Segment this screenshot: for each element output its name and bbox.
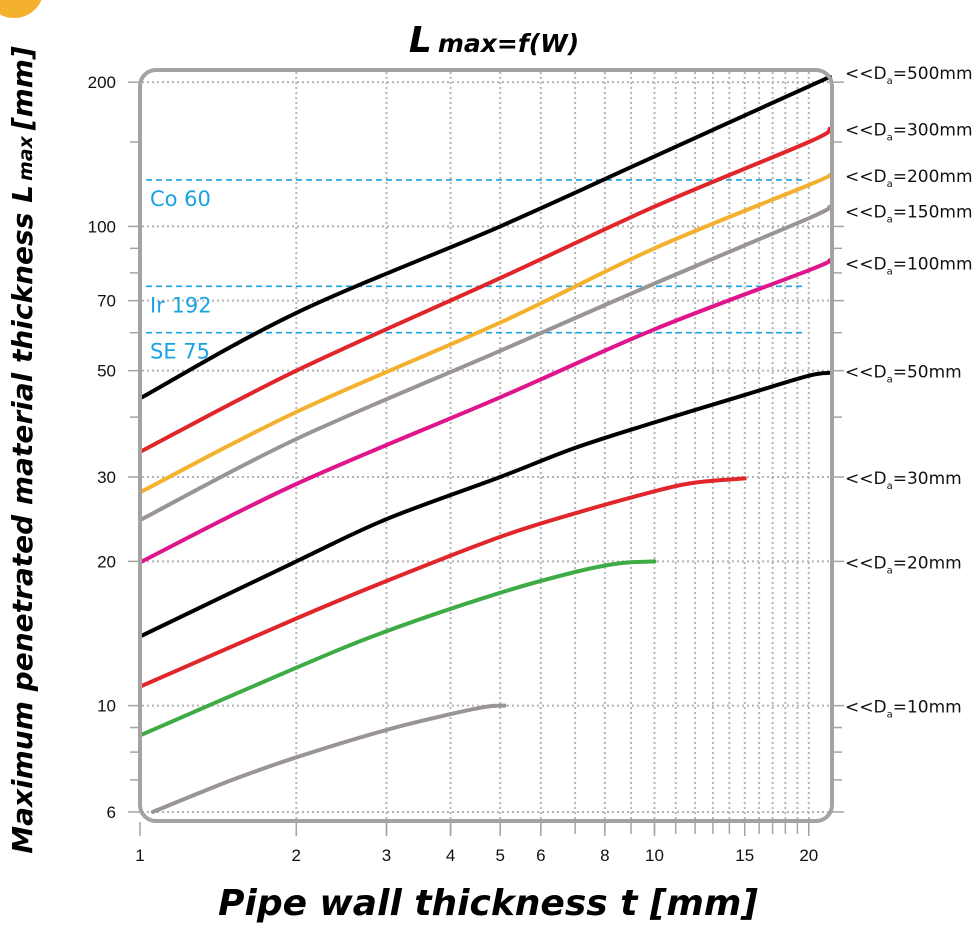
series-line (140, 370, 832, 638)
axis-ticks: 6 10 20 30 50 70 100 200 1 2 3 4 5 6 8 10 15 20 (88, 73, 844, 865)
series-label: <<Da=20mm (845, 553, 962, 576)
series-line (140, 204, 832, 522)
reference-line-label: SE 75 (150, 340, 210, 364)
y-axis-label-sub: max (15, 135, 37, 181)
series-line (140, 476, 747, 688)
series-line (140, 559, 657, 737)
x-axis-label: Pipe wall thickness t [mm] (218, 883, 758, 924)
x-tick-label: 1 (135, 846, 144, 865)
orange-badge-icon (0, 0, 42, 18)
series-line (150, 703, 507, 814)
x-tick-label: 20 (799, 846, 818, 865)
y-axis-label-main: Maximum penetrated material thickness L (6, 185, 39, 854)
series-line (140, 173, 832, 494)
chart-title-rest: max=f(W) (438, 29, 579, 58)
x-tick-label: 2 (292, 846, 301, 865)
chart-title-prefix: L (409, 20, 432, 61)
y-tick-label: 70 (97, 292, 116, 311)
x-tick-label: 10 (645, 846, 664, 865)
series-label: <<Da=500mm (845, 64, 973, 87)
y-tick-label: 30 (97, 468, 116, 487)
series-label: <<Da=30mm (845, 469, 962, 492)
curve-labels: <<Da=500mm <<Da=300mm <<Da=200mm <<Da=150mm… (845, 64, 973, 721)
y-axis-label: Maximum penetrated material thickness L m… (6, 46, 39, 854)
y-tick-label: 10 (97, 697, 116, 716)
series-label: <<Da=50mm (845, 363, 962, 386)
series-label: <<Da=10mm (845, 698, 962, 721)
reference-lines: Co 60 Ir 192 SE 75 (146, 179, 806, 364)
series-line (140, 126, 832, 453)
y-tick-label: 200 (88, 73, 116, 92)
x-tick-label: 3 (382, 846, 391, 865)
x-tick-label: 15 (735, 846, 754, 865)
y-tick-label: 20 (97, 552, 116, 571)
reference-line-label: Ir 192 (150, 293, 212, 317)
reference-line-label: Co 60 (150, 187, 211, 211)
series-label: <<Da=300mm (845, 121, 973, 144)
y-tick-label: 50 (97, 362, 116, 381)
series-label: <<Da=200mm (845, 167, 973, 190)
series-lines (140, 75, 832, 814)
x-tick-label: 6 (536, 846, 545, 865)
series-line (140, 258, 832, 564)
x-tick-label: 8 (600, 846, 609, 865)
x-tick-label: 4 (446, 846, 455, 865)
series-label: <<Da=100mm (845, 255, 973, 278)
series-label: <<Da=150mm (845, 202, 973, 225)
x-tick-label: 5 (495, 846, 504, 865)
y-tick-label: 100 (88, 217, 116, 236)
series-line (140, 75, 832, 400)
y-axis-label-unit: [mm] (6, 46, 39, 131)
y-tick-label: 6 (107, 803, 116, 822)
plot-frame (138, 68, 834, 823)
